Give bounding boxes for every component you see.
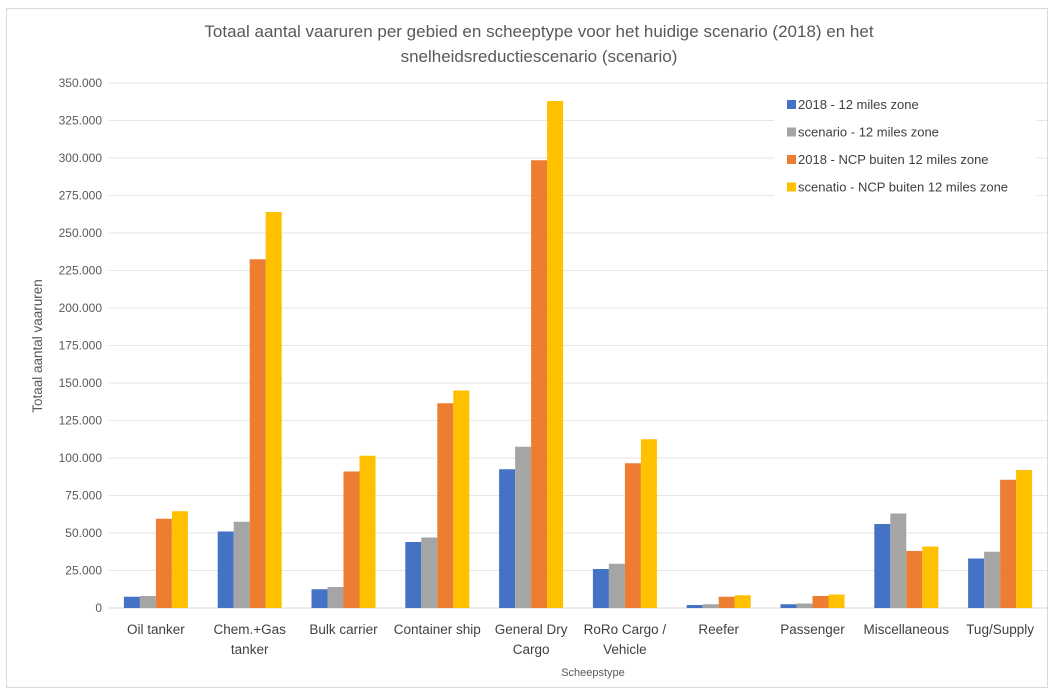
legend-label: scenatio - NCP buiten 12 miles zone (798, 180, 1008, 195)
bar (531, 160, 548, 608)
y-tick-label: 125.000 (59, 414, 103, 428)
bar (890, 513, 907, 608)
legend-label: 2018 - 12 miles zone (798, 97, 919, 112)
bar (906, 551, 923, 608)
y-tick-label: 300.000 (59, 151, 103, 165)
bar (624, 463, 641, 608)
x-category-label: Oil tanker (127, 622, 185, 637)
y-tick-label: 350.000 (59, 76, 103, 90)
bar-chart: Totaal aantal vaaruren per gebied en sch… (30, 22, 1047, 679)
bar (437, 403, 454, 608)
bar (233, 521, 250, 608)
x-category-label: tanker (231, 642, 269, 657)
legend-swatch (787, 100, 796, 109)
y-tick-label: 25.000 (65, 564, 102, 578)
bar (592, 569, 609, 608)
bar (1000, 479, 1017, 608)
bar (249, 259, 266, 608)
x-category-label: Tug/Supply (966, 622, 1034, 637)
chart-title-line: Totaal aantal vaaruren per gebied en sch… (204, 22, 873, 41)
legend-swatch (787, 155, 796, 164)
x-axis-title: Scheepstype (561, 667, 625, 679)
legend-swatch (787, 182, 796, 192)
y-axis-title: Totaal aantal vaaruren (30, 279, 45, 413)
bar (311, 589, 328, 608)
bar (155, 518, 172, 608)
bar (421, 537, 438, 608)
chart-frame: Totaal aantal vaaruren per gebied en sch… (6, 8, 1048, 688)
y-tick-label: 175.000 (59, 339, 103, 353)
chart-title-line: snelheidsreductiescenario (scenario) (401, 47, 678, 66)
y-tick-label: 325.000 (59, 114, 103, 128)
bar (780, 604, 797, 608)
bar (1016, 470, 1033, 608)
x-category-label: RoRo Cargo / (584, 622, 667, 637)
bar (796, 603, 813, 608)
bar (734, 595, 751, 608)
bar (640, 439, 657, 608)
bar (718, 596, 735, 608)
y-tick-label: 0 (95, 601, 102, 615)
bar (984, 551, 1001, 608)
bar (327, 587, 344, 608)
legend-swatch (787, 127, 796, 137)
bar (405, 542, 422, 608)
x-category-label: Cargo (513, 642, 550, 657)
legend-background (774, 91, 1037, 209)
x-category-label: Bulk carrier (309, 622, 378, 637)
y-tick-label: 250.000 (59, 226, 103, 240)
bar (547, 101, 564, 608)
y-tick-label: 200.000 (59, 301, 103, 315)
bar (453, 390, 470, 608)
bar (812, 596, 829, 608)
bar (608, 563, 625, 608)
y-tick-label: 275.000 (59, 189, 103, 203)
bar (968, 558, 985, 608)
y-tick-label: 50.000 (65, 526, 102, 540)
bar (343, 471, 360, 608)
bar (123, 596, 140, 608)
y-tick-label: 100.000 (59, 451, 103, 465)
bar (702, 604, 719, 608)
x-category-label: General Dry (495, 622, 568, 637)
y-tick-label: 225.000 (59, 264, 103, 278)
bar (922, 546, 939, 608)
bar (139, 596, 156, 608)
legend-label: 2018 - NCP buiten 12 miles zone (798, 152, 989, 167)
x-category-label: Passenger (780, 622, 845, 637)
x-category-label: Container ship (394, 622, 481, 637)
x-category-label: Reefer (698, 622, 739, 637)
y-tick-label: 150.000 (59, 376, 103, 390)
y-tick-label: 75.000 (65, 489, 102, 503)
bar (265, 212, 282, 608)
bar (499, 469, 516, 608)
x-category-label: Vehicle (603, 642, 647, 657)
x-category-label: Miscellaneous (864, 622, 950, 637)
bar (874, 524, 891, 608)
x-category-label: Chem.+Gas (213, 622, 286, 637)
bar (359, 455, 376, 608)
bar (686, 605, 703, 608)
bar (171, 511, 188, 608)
bar (515, 446, 532, 608)
legend-label: scenario - 12 miles zone (798, 125, 939, 140)
bar (828, 594, 845, 608)
bar (217, 531, 234, 608)
